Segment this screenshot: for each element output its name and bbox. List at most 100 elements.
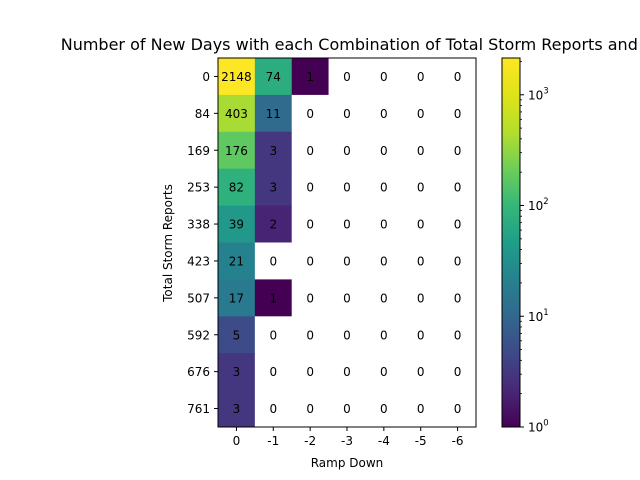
cell-value-label: 0 xyxy=(380,144,388,158)
cell-value-label: 0 xyxy=(343,181,351,195)
y-tick-label: 761 xyxy=(187,402,210,416)
heatmap-cell xyxy=(439,205,477,243)
cell-value-label: 0 xyxy=(306,218,314,232)
y-tick-label: 338 xyxy=(187,218,210,232)
x-tick-label: -2 xyxy=(304,434,316,448)
heatmap-cell xyxy=(328,131,366,170)
colorbar-tick-label: 103 xyxy=(528,86,549,102)
x-axis-label: Ramp Down xyxy=(311,456,384,470)
heatmap-cell xyxy=(365,131,403,170)
heatmap-cells xyxy=(218,58,477,428)
heatmap-cell xyxy=(254,316,293,354)
heatmap-cell xyxy=(291,390,329,428)
cell-value-label: 39 xyxy=(229,218,244,232)
cell-value-label: 0 xyxy=(380,218,388,232)
heatmap-cell xyxy=(402,58,440,96)
heatmap-cell xyxy=(218,205,256,243)
cell-value-label: 0 xyxy=(417,218,425,232)
heatmap-cell xyxy=(439,353,477,391)
heatmap-cell xyxy=(402,205,440,243)
cell-value-label: 0 xyxy=(343,218,351,232)
y-axis: 0 84 169 253 338 423 507 592 676 761 xyxy=(187,70,218,416)
y-tick-label: 423 xyxy=(187,254,210,268)
cell-value-label: 0 xyxy=(343,365,351,379)
x-tick-label: -3 xyxy=(341,434,353,448)
heatmap-cell xyxy=(439,131,477,170)
cell-value-label: 0 xyxy=(269,328,277,342)
y-tick-label: 676 xyxy=(187,365,210,379)
cell-value-label: 0 xyxy=(269,402,277,416)
y-tick-label: 253 xyxy=(187,181,210,195)
heatmap-cell xyxy=(402,390,440,428)
heatmap-cell xyxy=(291,353,329,391)
colorbar-tick-label: 101 xyxy=(528,308,549,324)
heatmap-cell xyxy=(291,94,329,133)
heatmap-cell xyxy=(218,316,256,354)
heatmap-cell xyxy=(218,390,256,428)
cell-value-label: 0 xyxy=(417,402,425,416)
heatmap-cell xyxy=(402,168,440,206)
heatmap-cell xyxy=(328,316,366,354)
cell-value-label: 17 xyxy=(229,291,244,305)
cell-value-label: 2 xyxy=(269,218,277,232)
cell-value-label: 5 xyxy=(233,328,241,342)
heatmap-cell xyxy=(328,58,366,96)
heatmap-cell xyxy=(365,316,403,354)
cell-value-label: 0 xyxy=(417,328,425,342)
cell-value-label: 0 xyxy=(380,291,388,305)
heatmap-cell xyxy=(254,58,293,96)
x-tick-label: 0 xyxy=(233,434,241,448)
heatmap-cell xyxy=(291,205,329,243)
heatmap-cell xyxy=(254,390,293,428)
y-axis-label: Total Storm Reports xyxy=(161,184,175,303)
heatmap-cell xyxy=(439,94,477,133)
cell-value-label: 0 xyxy=(454,218,462,232)
cell-labels: 2148 74 1 0 0 0 0 403 11 0 0 0 0 0 176 3 0 0 0 0 0 82 3 0 0 0 0 0 39… xyxy=(221,70,461,416)
heatmap-cell xyxy=(328,205,366,243)
heatmap-cell xyxy=(328,353,366,391)
heatmap-cell xyxy=(402,131,440,170)
x-tick-label: -5 xyxy=(415,434,427,448)
y-tick-label: 84 xyxy=(195,107,210,121)
heatmap-cell xyxy=(254,168,293,206)
heatmap-cell xyxy=(402,279,440,317)
chart-title: Number of New Days with each Combination… xyxy=(61,35,640,54)
heatmap-cell xyxy=(218,131,256,170)
cell-value-label: 0 xyxy=(417,291,425,305)
heatmap-cell xyxy=(365,58,403,96)
cell-value-label: 0 xyxy=(417,254,425,268)
heatmap-cell xyxy=(402,316,440,354)
cell-value-label: 0 xyxy=(343,70,351,84)
heatmap-cell xyxy=(402,353,440,391)
heatmap-cell xyxy=(254,205,293,243)
heatmap-cell xyxy=(365,279,403,317)
cell-value-label: 0 xyxy=(306,328,314,342)
heatmap-cell xyxy=(254,242,293,280)
cell-value-label: 0 xyxy=(343,328,351,342)
cell-value-label: 0 xyxy=(380,402,388,416)
cell-value-label: 1 xyxy=(306,70,314,84)
heatmap-cell xyxy=(328,390,366,428)
cell-value-label: 0 xyxy=(343,254,351,268)
cell-value-label: 0 xyxy=(454,402,462,416)
x-tick-label: -6 xyxy=(452,434,464,448)
cell-value-label: 0 xyxy=(380,365,388,379)
cell-value-label: 21 xyxy=(229,254,244,268)
cell-value-label: 11 xyxy=(266,107,281,121)
heatmap-cell xyxy=(218,168,256,206)
cell-value-label: 0 xyxy=(380,328,388,342)
cell-value-label: 0 xyxy=(417,107,425,121)
cell-value-label: 0 xyxy=(269,254,277,268)
heatmap-cell xyxy=(439,390,477,428)
x-tick-label: -4 xyxy=(378,434,390,448)
heatmap-cell xyxy=(365,168,403,206)
cell-value-label: 2148 xyxy=(221,70,252,84)
heatmap-cell xyxy=(365,94,403,133)
heatmap-cell xyxy=(328,168,366,206)
heatmap-cell xyxy=(254,94,293,133)
cell-value-label: 0 xyxy=(343,291,351,305)
y-tick-label: 0 xyxy=(202,70,210,84)
cell-value-label: 0 xyxy=(454,107,462,121)
cell-value-label: 0 xyxy=(343,107,351,121)
heatmap-cell xyxy=(218,94,256,133)
